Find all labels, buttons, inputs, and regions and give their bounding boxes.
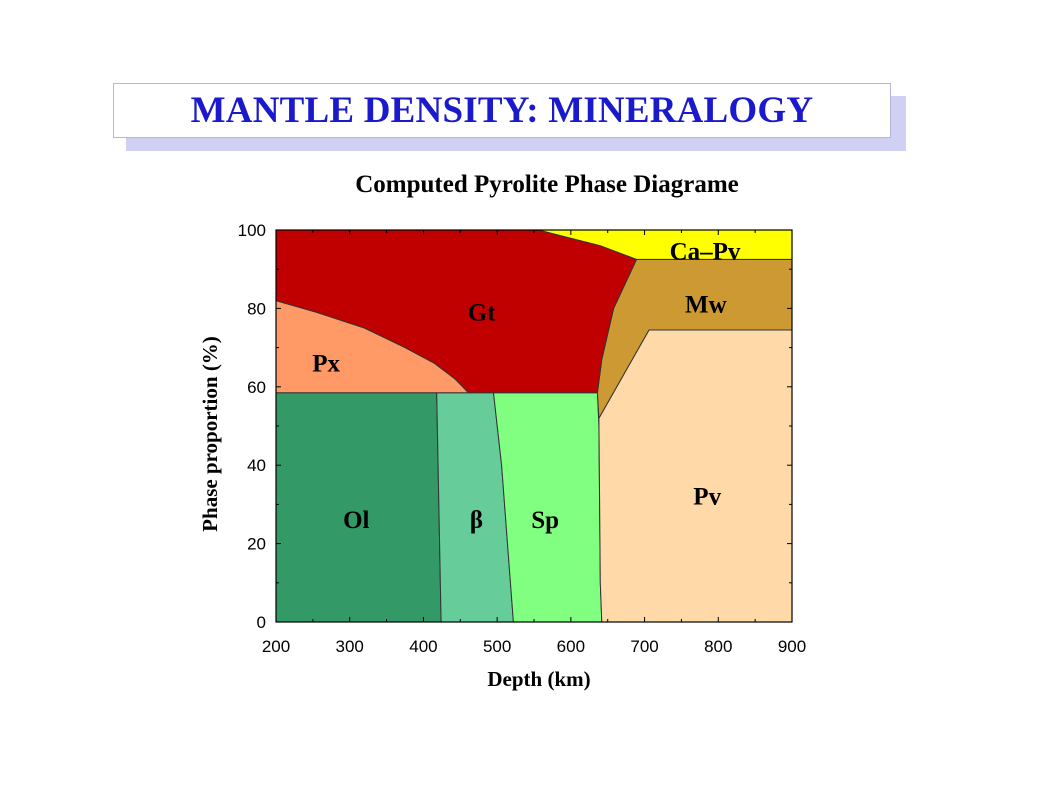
y-axis-ticks: 0 20 40 60 80 100 [238,221,792,632]
x-tick-label: 500 [483,637,511,656]
y-axis-title: Phase proportion (%) [198,336,222,532]
region-label-pv: Pv [693,484,721,511]
region-label-ol: Ol [343,507,369,534]
region-label-gt: Gt [468,299,496,326]
y-tick-label: 60 [247,378,266,397]
region-label-mw: Mw [685,292,727,319]
x-tick-label: 700 [630,637,658,656]
x-axis-ticks: 200 300 400 500 600 700 800 900 [262,230,806,656]
x-tick-label: 600 [557,637,585,656]
y-tick-label: 20 [247,535,266,554]
x-tick-label: 400 [409,637,437,656]
y-tick-label: 40 [247,456,266,475]
region-pv [598,329,793,623]
region-label-ca-pv: Ca–Pv [670,239,741,266]
x-tick-label: 200 [262,637,290,656]
region-label-beta: β [470,507,483,534]
region-label-sp: Sp [531,507,559,534]
x-axis-title: Depth (km) [487,667,590,691]
x-tick-label: 900 [778,637,806,656]
chart-title: Computed Pyrolite Phase Diagrame [355,171,739,198]
slide-title-box: MANTLE DENSITY: MINERALOGY [113,83,891,138]
x-tick-label: 300 [336,637,364,656]
region-label-px: Px [312,350,340,377]
phase-regions [275,229,793,623]
phase-region-labels: Ol β Sp Pv Mw Px Gt Ca–Pv [312,239,741,534]
x-tick-label: 800 [704,637,732,656]
y-tick-label: 80 [247,299,266,318]
slide-title: MANTLE DENSITY: MINERALOGY [190,90,814,131]
y-tick-label: 0 [257,613,266,632]
y-tick-label: 100 [238,221,266,240]
